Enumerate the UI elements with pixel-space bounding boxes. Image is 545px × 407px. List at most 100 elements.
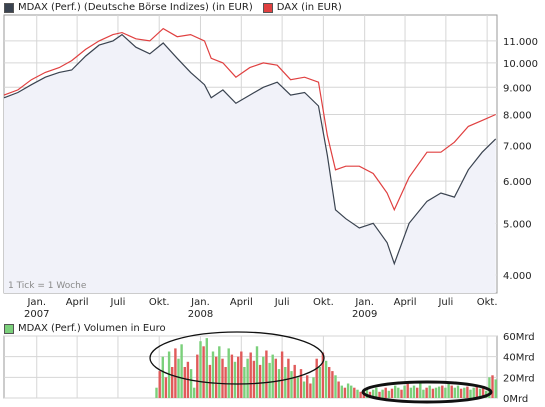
- volume-bar: [340, 385, 343, 398]
- volume-legend: MDAX (Perf.) Volumen in Euro: [4, 323, 166, 334]
- volume-bar: [218, 346, 221, 398]
- volume-bar: [177, 358, 180, 398]
- y-tick-label: 7.000: [503, 141, 532, 152]
- volume-bar: [274, 358, 277, 398]
- volume-bar: [450, 385, 453, 398]
- volume-bar: [478, 388, 482, 398]
- x-tick-label: Jan.: [354, 297, 374, 308]
- volume-bar: [237, 356, 240, 398]
- legend-swatch-dax: [262, 2, 273, 13]
- volume-bar: [425, 387, 428, 398]
- volume-bar: [481, 387, 485, 398]
- volume-bar: [475, 385, 478, 398]
- volume-bar: [215, 356, 218, 398]
- volume-bar: [437, 386, 441, 398]
- y-tick-label: 10.000: [503, 59, 538, 70]
- volume-bar: [453, 387, 456, 398]
- x-tick-label: Juli: [110, 297, 126, 308]
- volume-bar: [189, 369, 193, 398]
- legend-swatch-volume: [4, 323, 14, 334]
- volume-bar: [406, 383, 409, 398]
- volume-bar: [384, 387, 387, 398]
- legend-swatch-mdax: [4, 2, 14, 13]
- x-tick-year-label: 2007: [24, 309, 49, 320]
- volume-bar: [293, 364, 296, 398]
- volume-bar: [466, 386, 469, 398]
- volume-bar: [459, 388, 463, 398]
- mdax-area-fill: [4, 34, 496, 293]
- mdax-series-line: [3, 33, 497, 266]
- y-tick-label: 6.000: [503, 177, 532, 188]
- volume-bar: [224, 367, 227, 398]
- volume-bar: [174, 348, 177, 398]
- volume-bar: [227, 348, 230, 398]
- x-tick-label: Juli: [274, 297, 290, 308]
- volume-bar: [372, 389, 375, 398]
- volume-bar: [318, 367, 321, 398]
- volume-bar: [403, 385, 406, 398]
- volume-bar: [265, 350, 268, 398]
- y-tick-label: 4.000: [503, 271, 532, 282]
- volume-bar: [312, 377, 315, 398]
- x-tick-label: April: [394, 297, 417, 308]
- x-tick-label: Okt.: [149, 297, 170, 308]
- volume-bar: [469, 389, 472, 398]
- volume-bar: [193, 387, 196, 398]
- volume-bar: [268, 362, 271, 398]
- volume-bar: [447, 383, 450, 398]
- volume-bar: [315, 358, 318, 398]
- volume-bar: [211, 351, 215, 398]
- x-tick-year-label: 2008: [188, 309, 213, 320]
- volume-bar: [444, 387, 447, 398]
- volume-bar: [331, 371, 334, 398]
- x-tick-label: Okt.: [313, 297, 334, 308]
- volume-bar: [350, 385, 353, 398]
- legend-label-dax: DAX (in EUR): [276, 2, 342, 13]
- volume-bar: [230, 354, 234, 398]
- volume-bar: [356, 389, 359, 398]
- volume-bar: [277, 369, 281, 398]
- highlight-ellipse-2009: [361, 380, 493, 404]
- y-tick-label: 8.000: [503, 111, 532, 122]
- volume-bar: [334, 375, 337, 398]
- x-tick-label: Juli: [437, 297, 453, 308]
- volume-bar: [397, 387, 400, 398]
- y-tick-label: 5.000: [503, 219, 532, 230]
- volume-y-tick-label: 60Mrd: [503, 332, 535, 343]
- volume-bar: [416, 387, 419, 398]
- volume-bar: [394, 385, 397, 398]
- volume-bar: [205, 338, 208, 398]
- tick-annotation: 1 Tick = 1 Woche: [8, 281, 87, 291]
- volume-bar: [378, 391, 381, 398]
- volume-bar: [368, 391, 372, 398]
- volume-bar: [390, 388, 394, 398]
- volume-bar: [359, 391, 362, 398]
- volume-bar: [161, 356, 164, 398]
- volume-bar: [381, 389, 384, 398]
- volume-bar: [199, 341, 202, 398]
- x-tick-year-label: 2009: [352, 309, 377, 320]
- volume-bar: [309, 383, 312, 398]
- x-tick-label: April: [66, 297, 89, 308]
- legend-label-mdax: MDAX (Perf.) (Deutsche Börse Indizes) (i…: [18, 2, 253, 13]
- volume-bar: [321, 352, 325, 398]
- volume-bar: [422, 389, 425, 398]
- volume-bar: [434, 387, 438, 398]
- volume-bar: [412, 385, 416, 398]
- volume-bar: [472, 387, 475, 398]
- volume-bar: [252, 360, 256, 398]
- volume-bar: [365, 387, 369, 398]
- volume-bar: [164, 377, 168, 398]
- volume-bar: [246, 358, 249, 398]
- volume-bar: [375, 387, 378, 398]
- volume-bar: [302, 381, 306, 398]
- volume-bar: [491, 375, 494, 398]
- volume-bar: [324, 360, 328, 398]
- volume-bar: [456, 385, 460, 398]
- volume-bar: [271, 354, 274, 398]
- volume-bar: [280, 351, 284, 398]
- volume-bar: [180, 344, 183, 398]
- volume-bar: [208, 364, 212, 398]
